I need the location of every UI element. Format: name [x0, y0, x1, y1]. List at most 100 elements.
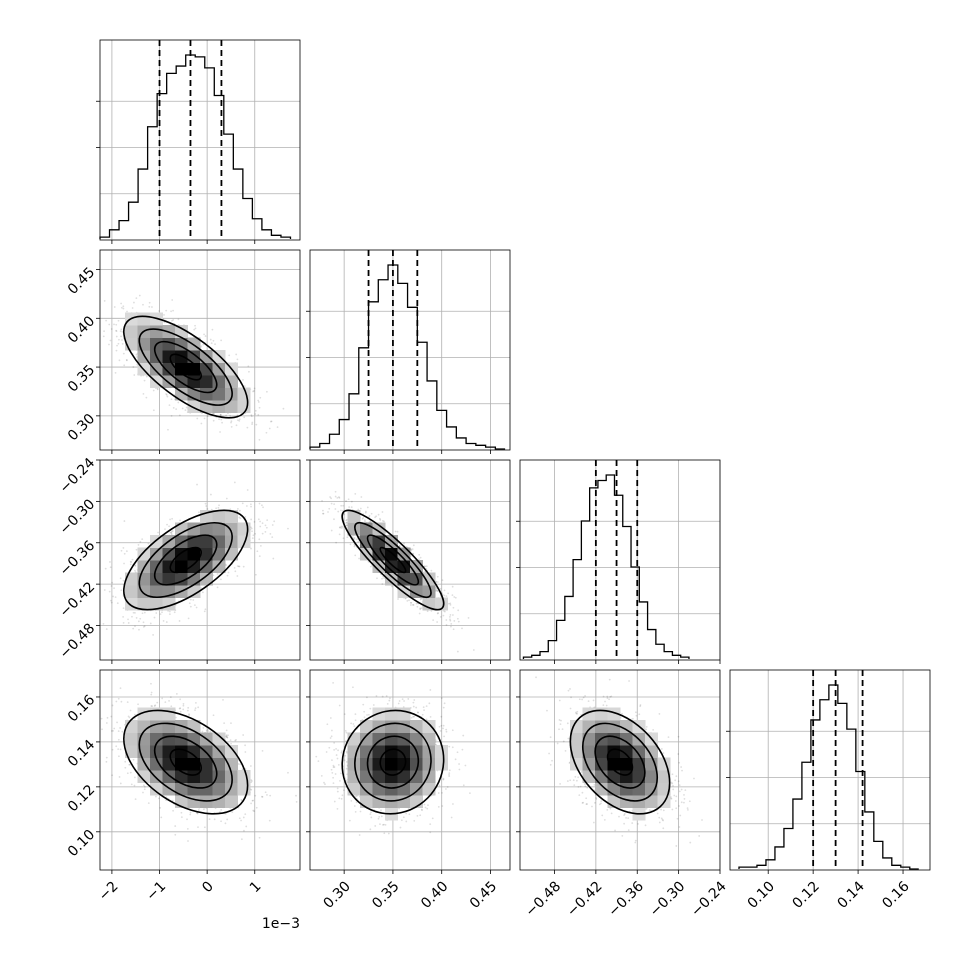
scatter-point — [178, 414, 181, 417]
scatter-point — [113, 306, 116, 308]
scatter-point — [202, 343, 205, 346]
scatter-point — [412, 544, 415, 547]
scatter-point — [228, 354, 231, 357]
scatter-point — [96, 620, 98, 622]
scatter-point — [418, 553, 421, 556]
scatter-point — [165, 394, 168, 396]
scatter-point — [182, 703, 185, 705]
scatter-point — [162, 620, 165, 622]
scatter-point — [187, 840, 189, 842]
scatter-point — [171, 299, 174, 301]
scatter-point — [225, 414, 228, 417]
scatter-point — [238, 509, 241, 512]
hist-step-2 — [522, 474, 690, 659]
density-cell — [372, 547, 386, 561]
scatter-point — [342, 537, 345, 540]
scatter-point — [233, 481, 236, 484]
scatter-point — [262, 506, 264, 509]
scatter-point — [345, 500, 347, 502]
scatter-point — [111, 774, 114, 777]
scatter-point — [253, 387, 256, 390]
scatter-point — [368, 514, 371, 517]
scatter-point — [435, 580, 438, 583]
scatter-point — [197, 511, 200, 514]
scatter-point — [179, 698, 182, 701]
scatter-point — [419, 597, 422, 600]
scatter-point — [131, 558, 134, 561]
density-cell — [175, 337, 188, 351]
scatter-point — [436, 581, 439, 583]
scatter-point — [207, 728, 209, 731]
scatter-point — [265, 390, 268, 393]
scatter-point — [449, 602, 452, 605]
scatter-point — [120, 549, 123, 552]
scatter-point — [170, 530, 173, 533]
scatter-point — [116, 602, 119, 605]
scatter-point — [92, 581, 94, 583]
hist-panel-0 — [96, 39, 301, 244]
scatter-point — [229, 508, 232, 511]
scatter-point — [357, 508, 360, 511]
scatter-point — [108, 343, 110, 346]
scatter-point — [115, 323, 118, 326]
scatter-point — [415, 602, 418, 605]
scatter-point — [394, 530, 397, 533]
scatter-point — [322, 509, 324, 512]
scatter-point — [322, 512, 324, 515]
scatter-point — [269, 794, 272, 797]
scatter-point — [152, 389, 155, 392]
scatter-point — [110, 715, 113, 718]
scatter-point — [159, 613, 162, 616]
scatter-point — [253, 390, 255, 392]
scatter-point — [120, 302, 123, 305]
scatter-point — [236, 419, 239, 422]
scatter-point — [334, 508, 337, 510]
scatter-point — [419, 598, 422, 601]
density-cell — [187, 547, 201, 561]
density-cell — [175, 362, 188, 376]
density-cell — [150, 325, 163, 338]
scatter-point — [120, 306, 123, 309]
scatter-point — [449, 619, 452, 622]
scatter-point — [117, 748, 120, 751]
scatter-point — [113, 587, 115, 590]
scatter-point — [134, 798, 137, 801]
scatter-point — [192, 599, 195, 601]
scatter-point — [238, 565, 241, 568]
density-cell — [225, 400, 238, 413]
scatter-point — [213, 818, 216, 821]
scatter-point — [127, 618, 129, 621]
scatter-point — [271, 524, 274, 526]
scatter-point — [169, 518, 171, 521]
density-cell — [162, 547, 176, 561]
scatter-point — [218, 811, 221, 813]
scatter-point — [355, 538, 358, 541]
scatter-point — [250, 547, 252, 550]
scatter-point — [426, 610, 429, 613]
scatter-point — [257, 413, 260, 416]
scatter-point — [122, 305, 125, 308]
scatter-point — [138, 628, 140, 631]
scatter-point — [80, 570, 82, 572]
scatter-point — [259, 525, 262, 528]
density-cell — [162, 337, 176, 351]
scatter-point — [234, 570, 237, 573]
scatter-point — [118, 359, 121, 362]
scatter-point — [452, 628, 455, 631]
scatter-point — [171, 799, 174, 802]
density-cell — [150, 585, 163, 598]
scatter-point — [168, 525, 171, 528]
scatter-point — [255, 423, 258, 426]
scatter-point — [250, 415, 253, 418]
scatter-point — [238, 419, 241, 422]
scatter-point — [203, 333, 205, 336]
scatter-point — [129, 709, 132, 712]
scatter-point — [163, 314, 165, 316]
scatter-point — [172, 309, 174, 312]
density-cell — [372, 535, 386, 548]
scatter-point — [188, 602, 191, 605]
density-cell — [137, 547, 151, 561]
scatter-point — [109, 339, 112, 342]
scatter-point — [152, 633, 154, 636]
scatter-point — [125, 550, 128, 553]
